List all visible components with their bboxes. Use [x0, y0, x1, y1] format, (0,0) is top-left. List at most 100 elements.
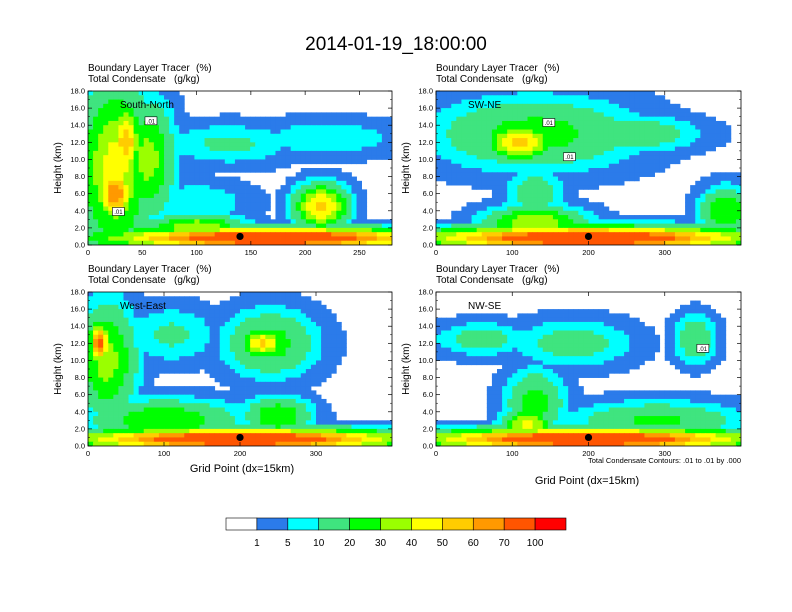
tracer-cell [204, 223, 210, 229]
tracer-cell [224, 326, 231, 331]
tracer-cell [234, 381, 241, 387]
tracer-cell [310, 155, 317, 160]
tracer-cell [214, 125, 221, 130]
tracer-cell [194, 390, 200, 396]
tracer-cell [522, 103, 528, 109]
tracer-cell [558, 172, 564, 177]
tracer-cell [164, 91, 170, 96]
tracer-cell [265, 394, 271, 400]
tracer-cell [169, 125, 175, 130]
tracer-cell [441, 112, 447, 118]
tracer-cell [336, 321, 342, 327]
tracer-cell [563, 146, 569, 152]
tracer-cell [336, 168, 342, 173]
tracer-cell [275, 159, 281, 165]
tracer-cell [194, 120, 200, 126]
tracer-cell [674, 146, 681, 152]
tracer-cell [128, 339, 134, 344]
tracer-cell [194, 150, 200, 156]
tracer-cell [466, 129, 472, 135]
tracer-cell [179, 155, 185, 160]
tracer-cell [123, 108, 129, 113]
tracer-cell [189, 360, 195, 366]
tracer-cell [356, 146, 362, 152]
tracer-cell [153, 304, 160, 310]
tracer-cell [245, 185, 251, 190]
tracer-cell [153, 180, 160, 186]
tracer-cell [270, 356, 276, 361]
tracer-cell [174, 240, 180, 245]
tracer-cell [123, 377, 129, 383]
tracer-cell [255, 339, 261, 344]
tracer-cell [260, 197, 266, 203]
tracer-cell [153, 138, 160, 143]
tracer-cell [517, 176, 523, 182]
tracer-cell [209, 223, 216, 229]
tracer-cell [583, 91, 589, 96]
tracer-cell [113, 300, 119, 306]
tracer-cell [664, 103, 671, 109]
tracer-cell [634, 155, 640, 160]
tracer-cell [491, 150, 498, 156]
tracer-cell [219, 369, 226, 374]
tracer-cell [598, 91, 605, 96]
tracer-cell [250, 133, 256, 139]
tracer-cell [118, 300, 124, 306]
tracer-cell [194, 129, 200, 135]
tracer-cell [558, 120, 564, 126]
tracer-cell [98, 197, 104, 203]
tracer-cell [593, 223, 600, 229]
tracer-cell [98, 159, 104, 165]
tracer-cell [133, 334, 140, 340]
tracer-cell [507, 219, 513, 225]
tracer-cell [295, 219, 302, 225]
tracer-cell [639, 159, 645, 165]
tracer-cell [603, 95, 610, 100]
tracer-cell [118, 398, 124, 404]
tracer-cell [290, 292, 297, 297]
tracer-cell [512, 129, 518, 135]
tracer-cell [245, 304, 251, 310]
tracer-cell [321, 120, 327, 126]
tracer-cell [214, 236, 221, 242]
tracer-cell [214, 227, 221, 233]
tracer-cell [224, 176, 231, 182]
tracer-cell [341, 240, 347, 245]
tracer-cell [285, 296, 292, 301]
tracer-cell [158, 193, 165, 199]
tracer-cell [568, 180, 574, 186]
tracer-cell [265, 133, 271, 139]
tracer-cell [491, 163, 498, 169]
tracer-cell [128, 185, 134, 190]
tracer-cell [108, 159, 114, 165]
tracer-cell [158, 210, 165, 216]
tracer-cell [118, 369, 124, 374]
tracer-cell [603, 133, 610, 139]
tracer-cell [199, 150, 205, 156]
tracer-cell [466, 206, 472, 212]
tracer-cell [219, 227, 226, 233]
tracer-cell [229, 300, 236, 306]
tracer-cell [234, 210, 241, 216]
tracer-cell [558, 116, 564, 122]
tracer-cell [542, 95, 549, 100]
tracer-cell [331, 369, 337, 374]
tracer-cell [316, 146, 322, 152]
tracer-cell [512, 176, 518, 182]
tracer-cell [143, 210, 150, 216]
tracer-cell [300, 381, 307, 387]
tracer-cell [158, 138, 165, 143]
tracer-cell [224, 163, 231, 169]
tracer-cell [639, 133, 645, 139]
tracer-cell [113, 304, 119, 310]
tracer-cell [300, 197, 307, 203]
tracer-cell [164, 210, 170, 216]
tracer-cell [326, 142, 332, 148]
tracer-cell [680, 116, 686, 122]
tracer-cell [143, 219, 150, 225]
tracer-cell [346, 120, 352, 126]
tracer-cell [481, 223, 488, 229]
tracer-cell [527, 116, 533, 122]
tracer-cell [730, 193, 737, 199]
tracer-cell [598, 112, 605, 118]
